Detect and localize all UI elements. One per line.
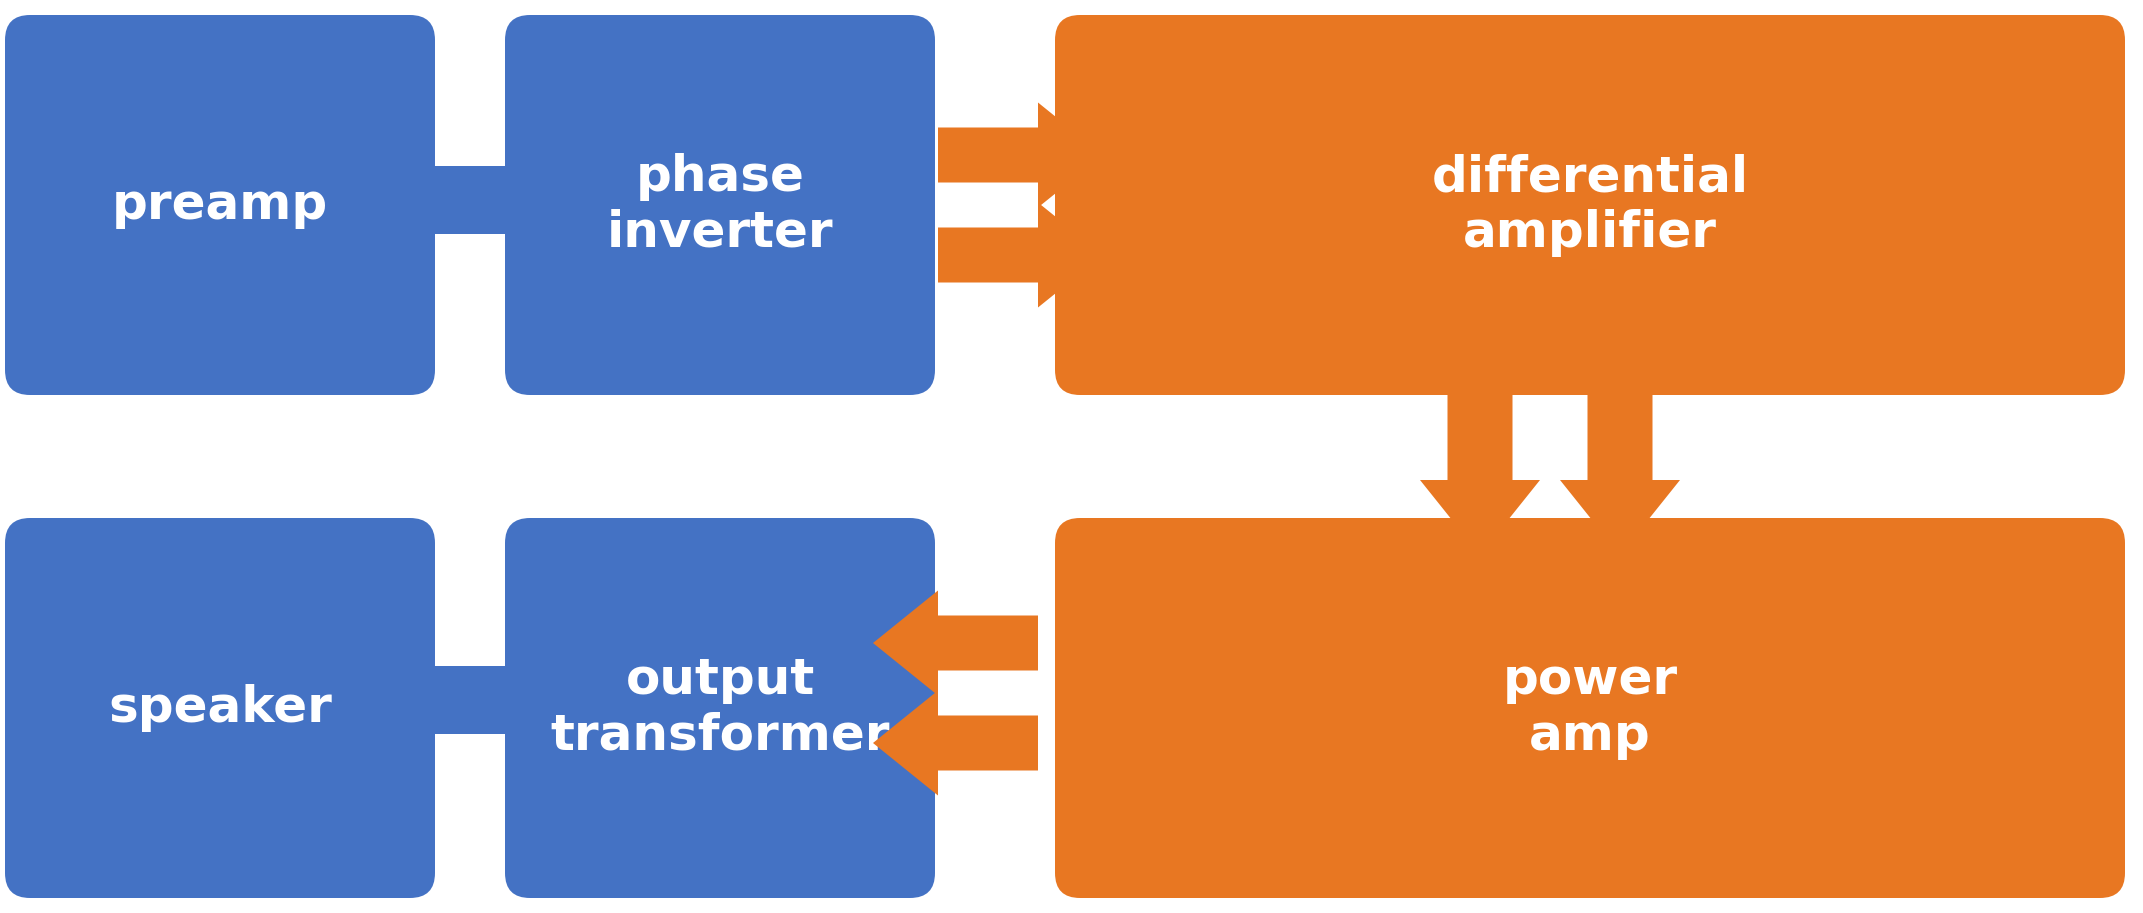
Polygon shape (339, 640, 523, 760)
Polygon shape (414, 140, 598, 260)
Polygon shape (1560, 390, 1680, 555)
Text: phase
inverter: phase inverter (606, 153, 834, 257)
FancyBboxPatch shape (506, 518, 934, 898)
FancyBboxPatch shape (1054, 518, 2126, 898)
Text: preamp: preamp (111, 181, 328, 229)
FancyBboxPatch shape (4, 518, 435, 898)
Text: output
transformer: output transformer (551, 656, 889, 760)
Polygon shape (872, 690, 1037, 795)
FancyBboxPatch shape (1054, 15, 2126, 395)
Text: speaker: speaker (107, 684, 332, 732)
Text: power
amp: power amp (1502, 656, 1678, 760)
Polygon shape (872, 591, 1037, 696)
Polygon shape (939, 102, 1104, 207)
FancyBboxPatch shape (4, 15, 435, 395)
Text: differential
amplifier: differential amplifier (1432, 153, 1749, 257)
Polygon shape (939, 203, 1104, 308)
FancyBboxPatch shape (506, 15, 934, 395)
Polygon shape (1421, 390, 1541, 555)
